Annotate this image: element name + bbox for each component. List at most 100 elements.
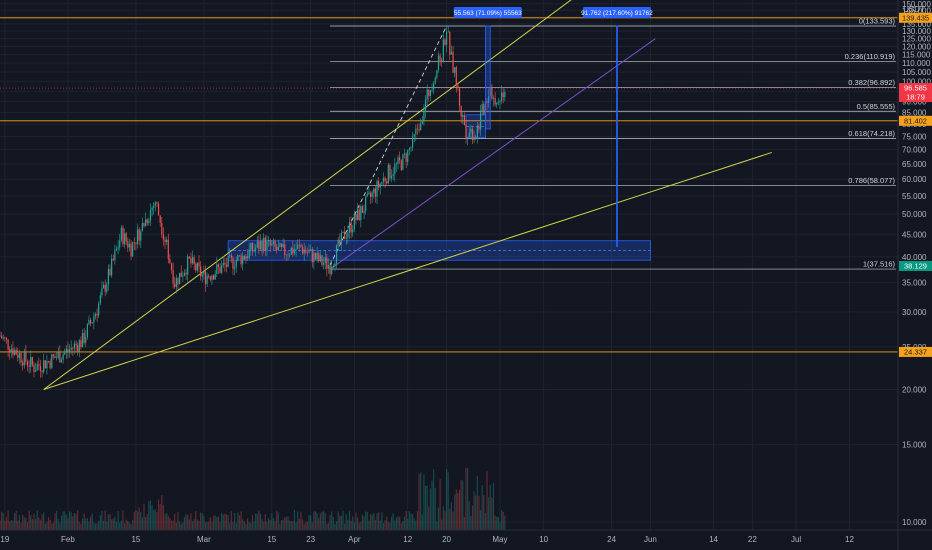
volume-bar [177,511,179,530]
candle-body [54,356,56,358]
measure-label: 91.762 (217.60%) 91762 [581,10,653,17]
volume-bar [441,519,443,530]
price-tag-label: 139.435 [902,13,929,22]
candle-body [460,105,462,117]
volume-bar [454,494,456,530]
candle-body [182,275,184,277]
candle-body [347,232,349,238]
x-tick-label: 22 [748,535,757,544]
candle-body [30,357,32,367]
volume-bar [33,513,35,530]
y-tick-label: 115.000 [902,51,931,60]
candle-body [196,262,198,271]
candle-body [318,252,320,262]
volume-bar [344,523,346,530]
candle-body [170,263,173,270]
candle-body [214,273,216,280]
price-tag-label: 24.337 [904,347,927,356]
volume-bar [195,511,197,530]
volume-bar [88,521,90,530]
candle-body [41,370,43,373]
candle-body [264,237,266,251]
volume-bar [12,520,14,530]
volume-bar [442,505,444,530]
volume-bar [452,511,454,530]
candle-body [68,349,71,352]
candle-body [310,248,312,251]
volume-bar [496,516,498,530]
candle-body [51,354,53,368]
volume-bar [222,514,224,530]
volume-bar [211,521,213,530]
volume-bar [99,515,101,530]
candle-body [136,229,139,245]
candle-body [369,192,372,198]
price-tag-box [899,346,932,357]
candle-body [301,247,304,254]
candle-body [384,177,386,182]
candle-body [356,209,359,220]
volume-bar [403,516,406,530]
volume-bar [256,513,258,530]
grid [0,0,898,530]
candle-body [452,51,454,73]
volume-bar [102,521,105,530]
volume-bar [68,511,71,530]
candle-body [240,255,242,265]
candle-body [195,263,197,271]
candle-body [107,268,110,285]
candle-body [102,284,105,289]
candle-body [72,347,74,349]
x-tick-label: Apr [348,535,361,544]
candle-body [488,95,490,103]
volume-bar [298,519,300,530]
candle-body [280,243,283,248]
candle-body [175,277,177,287]
measure-range-box [616,25,618,247]
candle-body [272,241,275,245]
volume-bar [387,521,389,530]
volume-bar [287,516,289,530]
candle-body [209,276,211,280]
candle-body [9,349,11,353]
candle-body [390,175,393,179]
volume-bar [136,511,139,530]
volume-bar [455,489,457,530]
volume-bar [436,521,438,530]
candle-body [407,149,409,162]
candle-body [256,241,258,248]
volume-bar [258,510,260,530]
candle-body [248,249,250,259]
volume-bar [96,523,98,530]
candle-body [421,120,423,124]
candle-body [174,283,176,287]
candle-body [204,271,207,285]
candle-body [297,244,299,250]
candle-body [429,90,431,96]
measurements: 55.563 (71.09%) 55563 91.762 (217.60%) 91… [453,6,653,247]
volume-bar [149,500,152,530]
volume-bar [38,517,40,530]
volume-bar [130,523,132,530]
candle-body [458,87,461,106]
volume-bar [49,519,51,530]
measure-label-box [582,6,651,18]
candle-body [319,255,321,262]
volume-bar [174,513,176,530]
volume-bar [101,510,103,530]
volume-bar [301,519,304,530]
candle-body [483,104,485,115]
volume-bar [167,515,169,530]
volume-bar [52,522,54,530]
volume-bar [319,513,321,530]
y-tick-label: 90.000 [902,98,927,107]
candle-body [230,255,232,258]
volume-bar [72,516,74,530]
candle-body [290,247,292,255]
candle-body [20,352,22,363]
volume-bar [229,523,231,530]
volume-bar [132,519,134,530]
candle-body [457,85,459,88]
candle-body [23,351,25,366]
